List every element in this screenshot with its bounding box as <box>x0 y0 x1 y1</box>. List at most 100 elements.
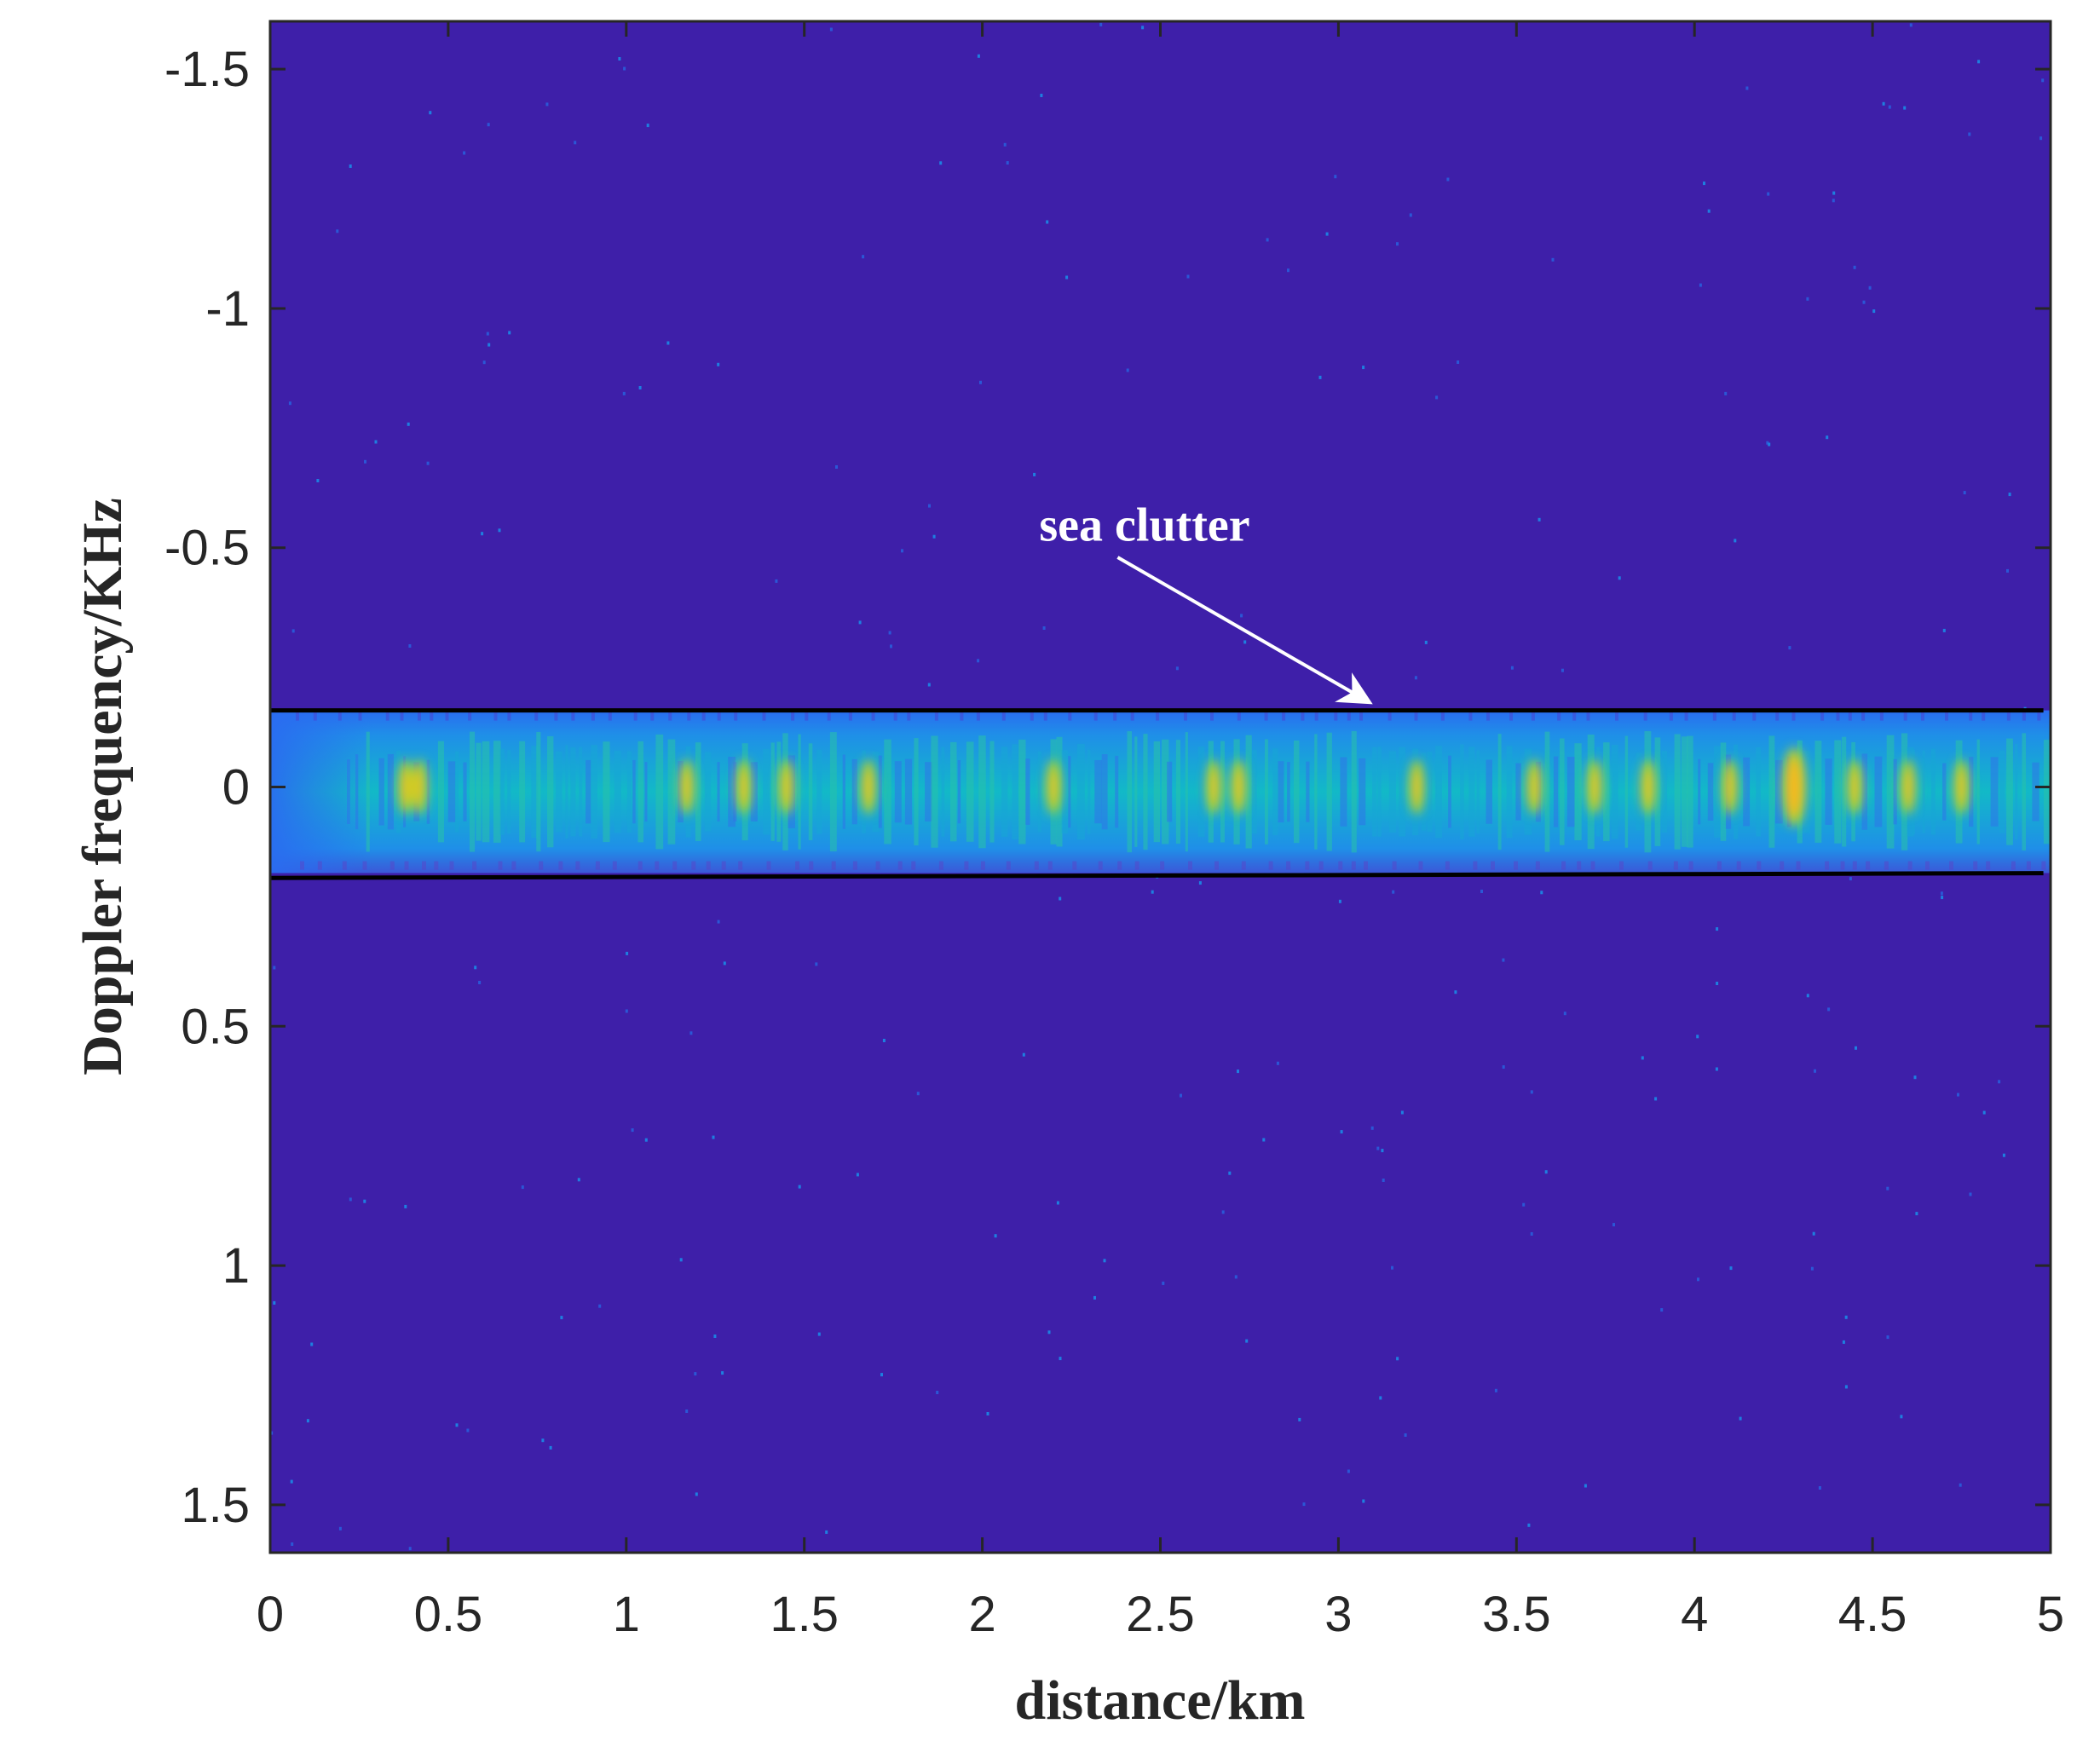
band-stripe <box>1976 739 1980 845</box>
noise-speckle <box>862 255 865 259</box>
band-stripe <box>426 759 430 824</box>
noise-speckle <box>1103 1259 1106 1263</box>
band-edge-speck <box>1282 712 1286 721</box>
band-edge-speck <box>1305 861 1310 870</box>
band-edge-speck <box>897 861 903 870</box>
band-edge-speck <box>558 861 563 870</box>
band-stripe <box>776 741 782 842</box>
noise-speckle <box>474 966 477 970</box>
noise-speckle <box>549 1445 552 1450</box>
band-stripe <box>1768 735 1775 848</box>
noise-speckle <box>1832 199 1835 203</box>
band-edge-speck <box>1986 861 1991 870</box>
band-edge-speck <box>1752 712 1757 721</box>
band-stripe <box>763 748 770 835</box>
noise-speckle <box>1940 891 1943 896</box>
band-stripe <box>1574 743 1582 840</box>
band-stripe <box>591 745 597 839</box>
noise-speckle <box>1318 375 1322 379</box>
noise-speckle <box>2006 568 2009 573</box>
noise-speckle <box>994 1234 997 1238</box>
noise-speckle <box>928 504 931 508</box>
noise-speckle <box>1767 192 1770 196</box>
band-edge-speck <box>1486 712 1490 721</box>
noise-speckle <box>1707 209 1711 213</box>
band-edge-speck <box>655 861 660 870</box>
hotspot-core <box>1530 770 1539 804</box>
noise-speckle <box>625 1009 628 1013</box>
y-tick-label: -1 <box>205 281 250 337</box>
noise-speckle <box>1715 1067 1718 1071</box>
noise-speckle <box>1480 890 1483 893</box>
band-stripe <box>1115 755 1119 828</box>
y-tick-label: 0 <box>222 760 250 816</box>
band-stripe <box>1388 751 1396 833</box>
band-edge-speck <box>1561 861 1566 870</box>
band-stripe <box>750 762 758 821</box>
band-edge-speck <box>1473 861 1478 870</box>
y-tick-label: -1.5 <box>164 42 250 97</box>
band-edge-speck <box>1716 861 1722 870</box>
band-stripe <box>1012 744 1018 840</box>
band-stripe <box>531 746 539 839</box>
band-stripe <box>1251 750 1257 834</box>
band-stripe <box>1814 741 1822 843</box>
band-stripe <box>1874 756 1883 827</box>
hotspot-core <box>1957 770 1966 804</box>
noise-speckle <box>1262 1138 1266 1142</box>
noise-speckle <box>1059 896 1062 901</box>
band-edge-speck <box>1440 712 1445 721</box>
noise-speckle <box>466 1428 470 1433</box>
band-stripe <box>1088 749 1091 834</box>
y-tick-label: 1.5 <box>181 1478 250 1533</box>
hotspot-core <box>1209 770 1219 804</box>
noise-speckle <box>1502 958 1505 962</box>
y-axis-title: Doppler frequency/KHz <box>72 498 134 1075</box>
band-edge-speck <box>668 712 672 721</box>
hotspot-core <box>1049 770 1059 804</box>
noise-speckle <box>1376 1146 1380 1150</box>
noise-speckle <box>1424 640 1428 644</box>
band-edge-speck <box>534 712 539 721</box>
noise-speckle <box>977 659 980 663</box>
band-edge-speck <box>1514 861 1518 870</box>
noise-speckle <box>1812 1231 1815 1236</box>
noise-speckle <box>1047 1330 1051 1335</box>
band-edge-speck <box>1879 712 1884 721</box>
band-edge-speck <box>1414 712 1418 721</box>
noise-speckle <box>618 57 621 61</box>
noise-speckle <box>888 631 891 635</box>
band-stripe <box>1372 747 1377 837</box>
band-edge-speck <box>2006 712 2011 721</box>
band-edge-speck <box>2011 861 2016 870</box>
band-stripe <box>2032 762 2039 821</box>
noise-speckle <box>1561 668 1564 672</box>
noise-speckle <box>1042 626 1046 630</box>
band-stripe <box>667 739 676 845</box>
noise-speckle <box>1340 1130 1343 1134</box>
band-stripe <box>378 758 384 826</box>
band-edge-speck <box>805 712 809 721</box>
band-stripe <box>614 750 621 833</box>
band-stripe <box>2043 740 2050 845</box>
band-edge-speck <box>575 861 580 870</box>
noise-speckle <box>679 1258 683 1262</box>
noise-speckle <box>1788 646 1791 650</box>
band-edge-speck <box>1736 861 1741 870</box>
noise-speckle <box>1006 161 1009 165</box>
band-edge-speck <box>300 861 304 870</box>
noise-speckle <box>1654 1097 1658 1101</box>
hotspot-core <box>1903 770 1912 804</box>
band-stripe <box>1326 732 1332 851</box>
noise-speckle <box>1538 517 1541 522</box>
noise-speckle <box>817 1332 821 1336</box>
band-edge-speck <box>554 712 558 721</box>
band-stripe <box>387 753 394 830</box>
band-stripe <box>1427 752 1433 832</box>
noise-speckle <box>1886 1186 1889 1190</box>
band-stripe <box>638 741 643 843</box>
noise-speckle <box>1234 1275 1238 1279</box>
band-edge-speck <box>296 712 299 721</box>
band-edge-speck <box>1586 712 1590 721</box>
band-edge-speck <box>831 861 836 870</box>
